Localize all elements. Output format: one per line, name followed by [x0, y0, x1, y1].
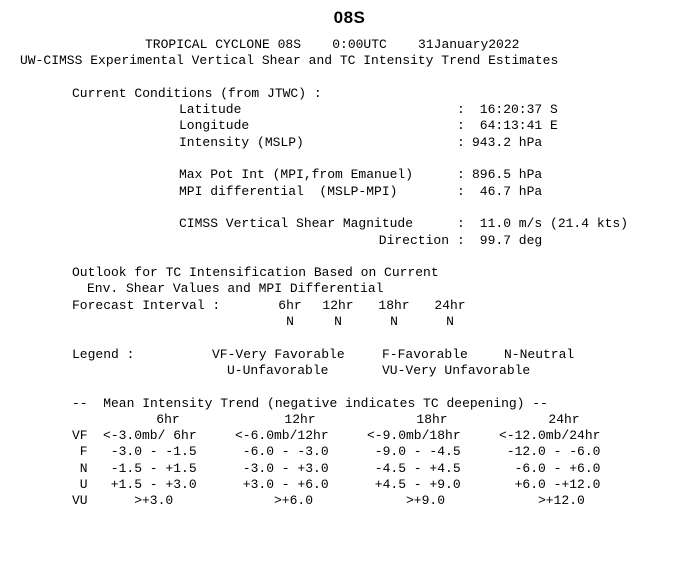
- trend-cell: -3.0 - -1.5: [103, 444, 197, 460]
- interval-18hr: 18hr: [378, 297, 410, 313]
- trend-cell: -1.5 - +1.5: [103, 460, 197, 476]
- trend-row-vf: VF <-3.0mb/ 6hr <-6.0mb/12hr <-9.0mb/18hr <-…: [0, 428, 630, 444]
- trend-cell: <-9.0mb/18hr: [367, 428, 461, 444]
- trend-cell: >+12.0: [499, 493, 585, 509]
- trend-cell: -6.0 - -3.0: [235, 444, 329, 460]
- mpi-differential-row: MPI differential (MSLP-MPI): 46.7 hPa: [0, 184, 630, 200]
- mpi-differential-label: MPI differential (MSLP-MPI): [179, 183, 398, 199]
- legend-label: Legend :: [72, 346, 135, 362]
- outlook-subheading: Env. Shear Values and MPI Differential: [87, 281, 384, 297]
- longitude-value: 64:13:41 E: [472, 118, 558, 134]
- trend-cell: <-12.0mb/24hr: [499, 428, 601, 444]
- outlook-value-12hr: N: [334, 314, 342, 330]
- legend-vu: VU-Very Unfavorable: [382, 362, 531, 378]
- shear-magnitude-row: CIMSS Vertical Shear Magnitude: 11.0 m/s…: [0, 216, 630, 232]
- trend-col-6hr: 6hr: [156, 411, 180, 427]
- outlook-heading: Outlook for TC Intensification Based on …: [72, 265, 439, 281]
- mpi-sep: :: [457, 167, 465, 183]
- trend-cell: <-3.0mb/ 6hr: [103, 428, 197, 444]
- trend-cell: <-6.0mb/12hr: [235, 428, 329, 444]
- trend-row-u: U +1.5 - +3.0 +3.0 - +6.0 +4.5 - +9.0 +6…: [0, 477, 630, 493]
- trend-row-label: U: [72, 477, 88, 493]
- shear-magnitude-value: 11.0 m/s (21.4 kts): [472, 216, 629, 232]
- interval-12hr: 12hr: [322, 297, 354, 313]
- trend-cell: -3.0 - +3.0: [235, 460, 329, 476]
- trend-col-12hr: 12hr: [284, 411, 316, 427]
- trend-heading-row: -- Mean Intensity Trend (negative indica…: [0, 396, 630, 412]
- mpi-differential-sep: :: [457, 183, 465, 199]
- trend-cell: >+6.0: [235, 493, 314, 509]
- current-conditions-heading-row: Current Conditions (from JTWC) :: [0, 86, 630, 102]
- shear-direction-row: Direction: 99.7 deg: [0, 233, 630, 249]
- interval-24hr: 24hr: [434, 297, 466, 313]
- trend-row-label: N: [72, 460, 88, 476]
- header-line-1: TROPICAL CYCLONE 08S 0:00UTC 31January20…: [0, 37, 630, 53]
- header-line-2: UW-CIMSS Experimental Vertical Shear and…: [0, 53, 630, 69]
- trend-cell: -12.0 - -6.0: [499, 444, 601, 460]
- intensity-sep: :: [457, 134, 465, 150]
- trend-cell: +6.0 -+12.0: [499, 477, 601, 493]
- intensity-row: Intensity (MSLP):943.2 hPa: [0, 135, 630, 151]
- trend-cell: +1.5 - +3.0: [103, 477, 197, 493]
- legend-row-1: Legend : VF-Very Favorable F-Favorable N-Ne…: [0, 347, 630, 363]
- latitude-label: Latitude: [179, 102, 242, 118]
- forecast-interval-row: Forecast Interval : 6hr 12hr 18hr 24hr: [0, 298, 630, 314]
- interval-6hr: 6hr: [278, 297, 302, 313]
- outlook-value-24hr: N: [446, 314, 454, 330]
- legend-vf: VF-Very Favorable: [212, 346, 345, 362]
- latitude-sep: :: [457, 102, 465, 118]
- longitude-label: Longitude: [179, 118, 250, 134]
- mpi-row: Max Pot Int (MPI,from Emanuel):896.5 hPa: [0, 167, 630, 183]
- legend-row-2: U-Unfavorable VU-Very Unfavorable: [0, 363, 630, 379]
- trend-row-n: N -1.5 - +1.5 -3.0 - +3.0 -4.5 - +4.5 -6…: [0, 461, 630, 477]
- trend-cell: -6.0 - +6.0: [499, 460, 601, 476]
- outlook-value-6hr: N: [286, 314, 294, 330]
- trend-row-vu: VU >+3.0 >+6.0 >+9.0 >+12.0: [0, 493, 630, 509]
- shear-magnitude-sep: :: [457, 216, 465, 232]
- legend-u: U-Unfavorable: [227, 362, 329, 378]
- trend-cell: +3.0 - +6.0: [235, 477, 329, 493]
- trend-row-label: VF: [72, 428, 88, 444]
- trend-column-headers: 6hr 12hr 18hr 24hr: [0, 412, 630, 428]
- legend-f: F-Favorable: [382, 346, 468, 362]
- outlook-value-18hr: N: [390, 314, 398, 330]
- mpi-label: Max Pot Int (MPI,from Emanuel): [179, 167, 414, 183]
- trend-row-f: F -3.0 - -1.5 -6.0 - -3.0 -9.0 - -4.5 -1…: [0, 444, 630, 460]
- outlook-line-2: Env. Shear Values and MPI Differential: [0, 281, 630, 297]
- intensity-label: Intensity (MSLP): [179, 134, 304, 150]
- shear-direction-label: Direction: [378, 232, 449, 248]
- trend-col-24hr: 24hr: [548, 411, 580, 427]
- latitude-value: 16:20:37 S: [472, 102, 558, 118]
- report-body: TROPICAL CYCLONE 08S 0:00UTC 31January20…: [0, 37, 630, 510]
- legend-n: N-Neutral: [504, 346, 575, 362]
- shear-direction-sep: :: [457, 232, 465, 248]
- header-title: TROPICAL CYCLONE 08S 0:00UTC 31January20…: [145, 37, 520, 52]
- shear-magnitude-label: CIMSS Vertical Shear Magnitude: [179, 216, 414, 232]
- trend-cell: +4.5 - +9.0: [367, 477, 461, 493]
- mpi-value: 896.5 hPa: [472, 167, 543, 183]
- trend-cell: -9.0 - -4.5: [367, 444, 461, 460]
- trend-row-label: VU: [72, 493, 88, 509]
- trend-col-18hr: 18hr: [416, 411, 448, 427]
- longitude-row: Longitude: 64:13:41 E: [0, 118, 630, 134]
- latitude-row: Latitude: 16:20:37 S: [0, 102, 630, 118]
- trend-cell: >+3.0: [103, 493, 174, 509]
- trend-cell: -4.5 - +4.5: [367, 460, 461, 476]
- outlook-line-1: Outlook for TC Intensification Based on …: [0, 265, 630, 281]
- longitude-sep: :: [457, 118, 465, 134]
- current-conditions-heading: Current Conditions (from JTWC) :: [72, 85, 322, 101]
- forecast-interval-label: Forecast Interval :: [72, 297, 221, 313]
- storm-id-title: 08S: [333, 8, 366, 27]
- trend-heading: -- Mean Intensity Trend (negative indica…: [72, 395, 548, 411]
- intensity-value: 943.2 hPa: [472, 134, 543, 150]
- header-subtitle: UW-CIMSS Experimental Vertical Shear and…: [20, 53, 559, 69]
- trend-row-label: F: [72, 444, 88, 460]
- trend-cell: >+9.0: [367, 493, 446, 509]
- shear-direction-value: 99.7 deg: [472, 232, 543, 248]
- mpi-differential-value: 46.7 hPa: [472, 183, 543, 199]
